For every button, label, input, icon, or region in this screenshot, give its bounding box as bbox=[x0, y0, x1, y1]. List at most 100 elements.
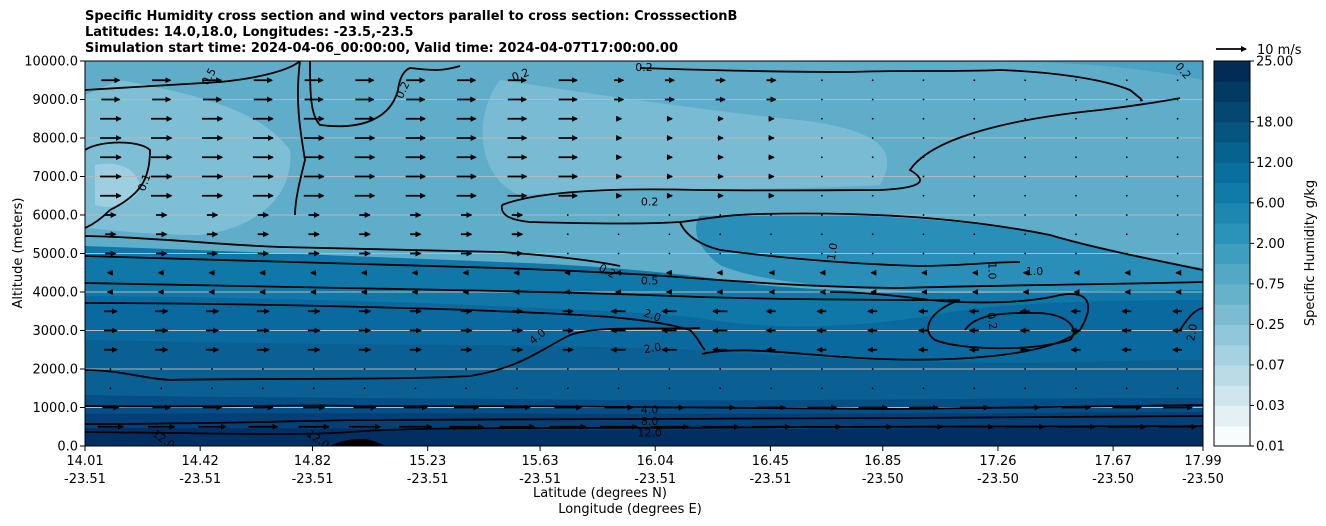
wind-vector bbox=[871, 117, 874, 120]
wind-vector bbox=[1024, 368, 1027, 370]
colorbar-segment bbox=[1214, 61, 1250, 82]
x-tick-label-lon: -23.51 bbox=[407, 472, 449, 487]
wind-vector bbox=[922, 368, 925, 370]
wind-vector bbox=[1024, 252, 1027, 255]
wind-vector bbox=[668, 252, 671, 255]
terrain-mask bbox=[330, 438, 385, 446]
chart-title-line-2: Latitudes: 14.0,18.0, Longitudes: -23.5,… bbox=[85, 25, 414, 40]
wind-vector bbox=[719, 214, 722, 216]
wind-vector bbox=[871, 175, 874, 178]
y-tick-label: 10000.0 bbox=[24, 55, 78, 70]
wind-vector bbox=[871, 387, 874, 390]
colorbar-tick-label: 12.00 bbox=[1256, 156, 1293, 171]
colorbar-segment bbox=[1214, 364, 1250, 386]
wind-vector bbox=[973, 252, 976, 255]
wind-vector bbox=[414, 387, 417, 390]
wind-vector bbox=[820, 252, 823, 255]
y-tick-label: 5000.0 bbox=[33, 247, 79, 262]
contour-4-0-mid bbox=[85, 327, 701, 381]
y-axis-label: Altitude (meters) bbox=[11, 198, 26, 309]
colorbar-segment bbox=[1214, 142, 1250, 163]
wind-vector bbox=[1024, 387, 1027, 390]
wind-vector bbox=[973, 233, 976, 236]
colorbar: 0.01 0.03 0.07 0.25 0.75 2.00 6.00 12.00 18.00 25… bbox=[1213, 55, 1293, 455]
wind-vector bbox=[414, 368, 417, 370]
wind-vector bbox=[922, 117, 925, 120]
wind-vector bbox=[820, 194, 823, 197]
wind-vector bbox=[871, 137, 874, 139]
wind-vector bbox=[922, 175, 925, 178]
contour-1-0-loop bbox=[927, 299, 1075, 350]
wind-vector bbox=[261, 387, 264, 390]
x-tick-label-lat: 15.23 bbox=[409, 454, 446, 469]
x-tick-label-lon: -23.50 bbox=[1092, 472, 1134, 487]
contour-label: 1.0 bbox=[1026, 265, 1044, 278]
contour-0-2-topmid bbox=[309, 61, 461, 128]
wind-vector bbox=[1125, 117, 1128, 120]
wind-vector bbox=[1176, 117, 1179, 120]
wind-vector bbox=[719, 387, 722, 390]
x-tick-label-lat: 14.82 bbox=[294, 454, 331, 469]
wind-vector bbox=[922, 156, 925, 159]
colorbar-segment bbox=[1214, 425, 1250, 447]
x-tick-label-lat: 16.85 bbox=[864, 454, 901, 469]
wind-vector bbox=[1075, 79, 1077, 82]
y-tick-label: 1000.0 bbox=[33, 401, 79, 416]
wind-vector bbox=[363, 387, 366, 390]
wind-vector bbox=[617, 387, 620, 390]
contour-label: 8.0 bbox=[641, 415, 659, 428]
wind-vector bbox=[973, 368, 976, 370]
wind-vector bbox=[871, 368, 874, 370]
wind-vector bbox=[1125, 214, 1128, 216]
wind-vector bbox=[363, 368, 366, 370]
wind-vector bbox=[160, 368, 163, 370]
wind-vector bbox=[871, 194, 874, 197]
contour-0-2-mid bbox=[501, 97, 1181, 206]
x-axis: 14.01 -23.51 14.42 -23.51 14.82 -23.51 15.23 -2… bbox=[64, 446, 1224, 487]
wind-vector bbox=[820, 117, 823, 120]
contour-0-5-b bbox=[85, 235, 621, 267]
wind-vector bbox=[312, 368, 315, 370]
wind-vector bbox=[1024, 156, 1027, 159]
wind-vector bbox=[1075, 387, 1077, 390]
wind-vector bbox=[871, 252, 874, 255]
wind-vector bbox=[1176, 368, 1179, 370]
colorbar-segment bbox=[1214, 385, 1250, 406]
wind-vector bbox=[566, 214, 569, 216]
colorbar-segment bbox=[1214, 162, 1250, 184]
wind-vector bbox=[820, 368, 823, 370]
wind-vector bbox=[312, 387, 315, 390]
wind-vector bbox=[1075, 368, 1077, 370]
wind-vector bbox=[922, 194, 925, 197]
wind-vector bbox=[1125, 137, 1128, 139]
wind-vector bbox=[719, 252, 722, 255]
wind-vector bbox=[770, 214, 772, 216]
wind-vector bbox=[922, 214, 925, 216]
colorbar-segment bbox=[1214, 182, 1250, 204]
wind-vector bbox=[820, 233, 823, 236]
contour-label: 0.2 bbox=[984, 311, 1000, 330]
y-tick-label: 4000.0 bbox=[33, 286, 79, 301]
wind-vector bbox=[1125, 387, 1128, 390]
wind-vector bbox=[973, 117, 976, 120]
wind-vector bbox=[1075, 98, 1077, 101]
wind-vector bbox=[261, 368, 264, 370]
wind-vector bbox=[1024, 117, 1027, 120]
wind-vector bbox=[1176, 156, 1179, 159]
colorbar-frame bbox=[1213, 60, 1251, 447]
wind-vector bbox=[1075, 194, 1077, 197]
wind-vector bbox=[719, 233, 722, 236]
x-tick-label-lon: -23.51 bbox=[519, 472, 561, 487]
wind-vector bbox=[871, 156, 874, 159]
y-tick-label: 9000.0 bbox=[33, 93, 79, 108]
x-axis-label-longitude: Longitude (degrees E) bbox=[558, 502, 702, 517]
x-tick-label-lon: -23.51 bbox=[64, 472, 106, 487]
contour-label: 1.0 bbox=[985, 262, 998, 280]
wind-vector bbox=[922, 252, 925, 255]
wind-vector bbox=[1024, 194, 1027, 197]
wind-vector bbox=[973, 156, 976, 159]
contour-0-2-left bbox=[294, 61, 306, 216]
x-tick-label-lat: 17.26 bbox=[979, 454, 1016, 469]
wind-vector bbox=[1024, 175, 1027, 178]
contour-0-5 bbox=[85, 255, 1203, 289]
